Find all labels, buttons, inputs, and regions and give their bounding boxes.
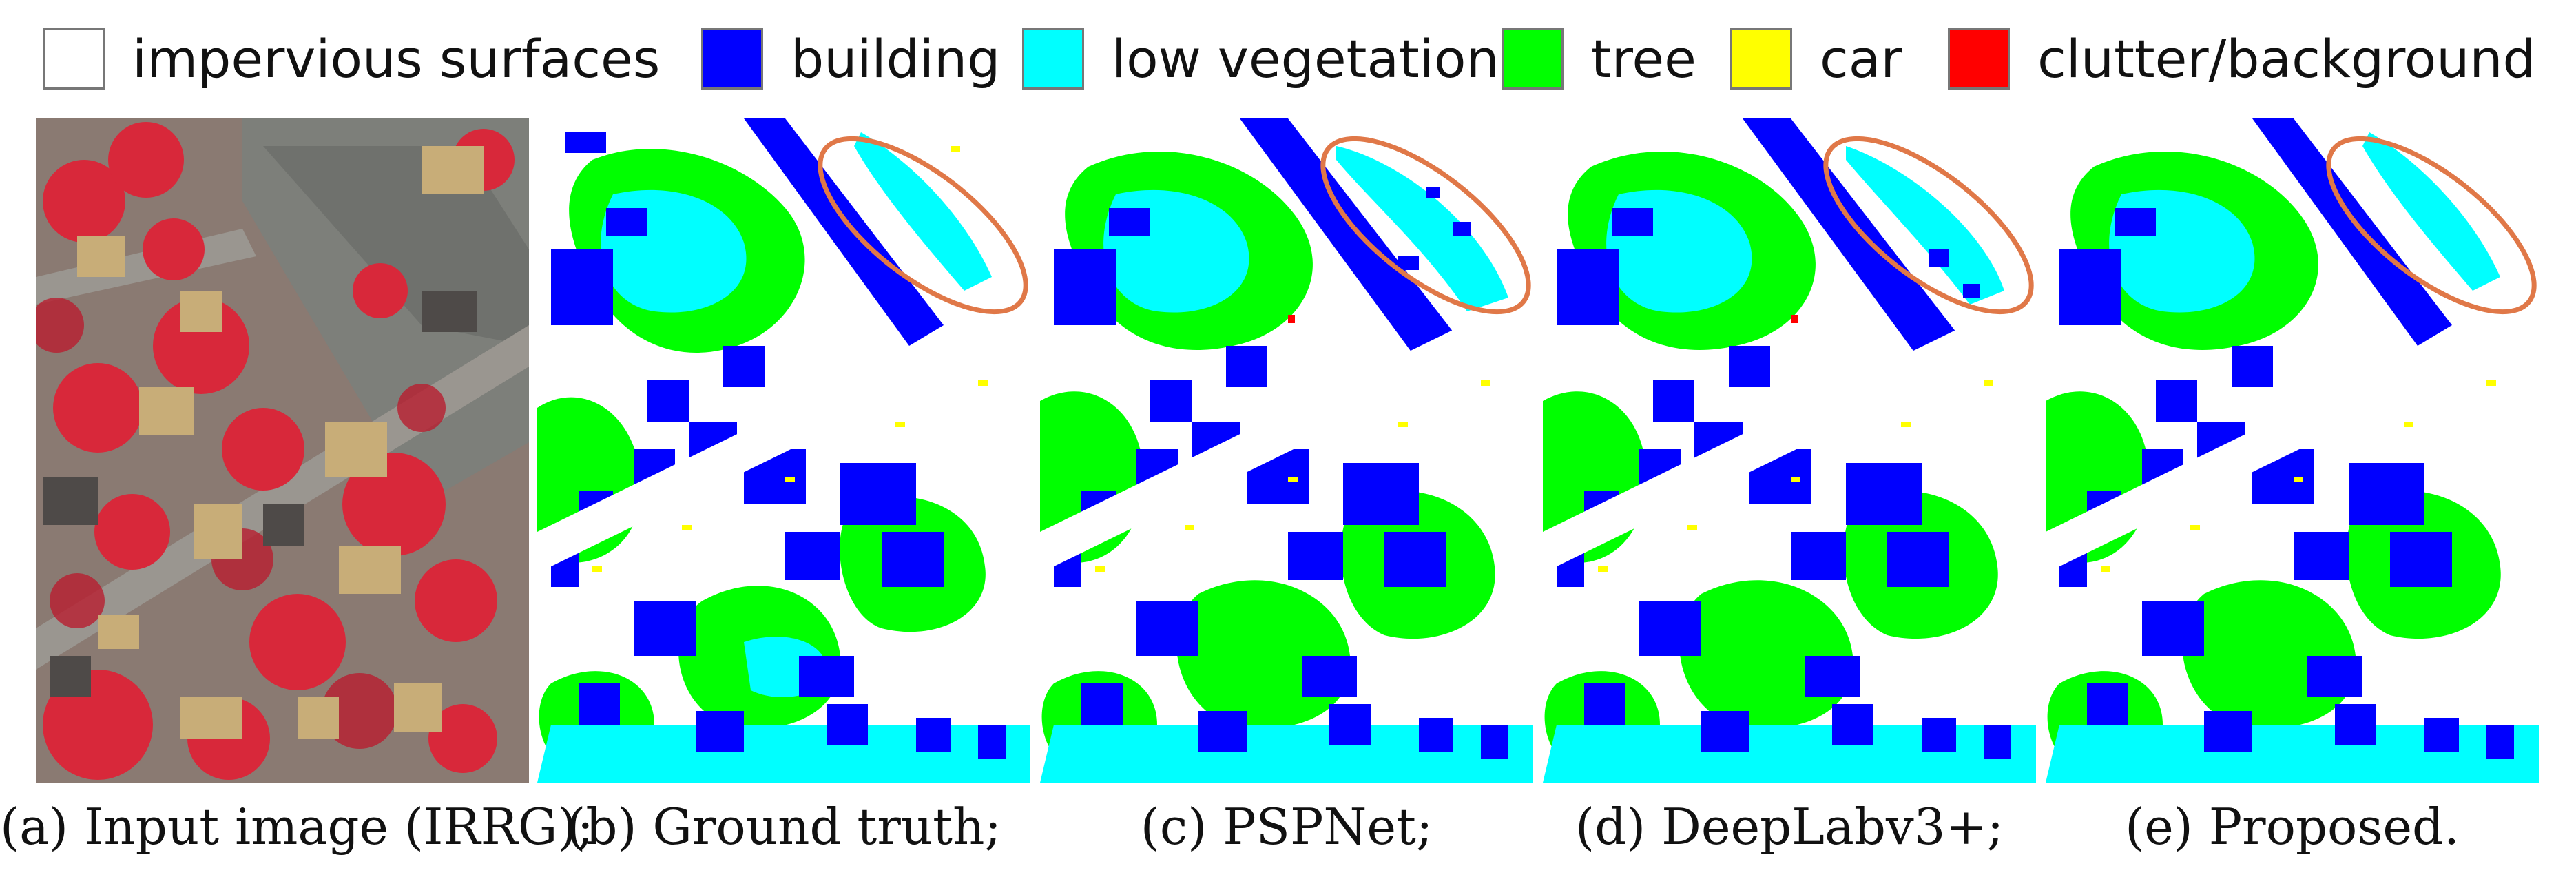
caption-ground-truth: (b) Ground truth; — [566, 798, 1001, 856]
caption-pspnet: (c) PSPNet; — [1140, 798, 1433, 856]
legend-label: car — [1820, 28, 1902, 90]
legend-item-tree: tree — [1502, 28, 1696, 90]
legend-label: low vegetation — [1112, 28, 1499, 90]
segmentation-deeplabv3plus — [1543, 118, 2036, 783]
segmentation-proposed — [2046, 118, 2539, 783]
caption-input-image: (a) Input image (IRRG); — [0, 798, 594, 856]
legend-swatch — [701, 28, 763, 90]
caption-deeplabv3plus: (d) DeepLabv3+; — [1575, 798, 2004, 856]
segmentation-ground-truth — [537, 118, 1030, 783]
class-legend: impervious surfaces building low vegetat… — [0, 0, 2576, 110]
highlight-ellipse — [1320, 136, 1531, 315]
legend-swatch — [1502, 28, 1564, 90]
legend-swatch — [1948, 28, 2010, 90]
legend-item-building: building — [701, 28, 1000, 90]
highlight-ellipse — [1823, 136, 2034, 315]
legend-swatch — [1022, 28, 1084, 90]
legend-label: tree — [1591, 28, 1696, 90]
segmentation-pspnet — [1040, 118, 1533, 783]
input-image-irrg — [36, 118, 529, 783]
highlight-ellipse — [2326, 136, 2537, 315]
legend-item-clutter-background: clutter/background — [1948, 28, 2536, 90]
legend-item-car: car — [1730, 28, 1902, 90]
legend-label: building — [791, 28, 1001, 90]
legend-item-impervious-surfaces: impervious surfaces — [43, 28, 660, 90]
highlight-ellipse — [818, 136, 1028, 315]
legend-item-low-vegetation: low vegetation — [1022, 28, 1499, 90]
legend-swatch — [43, 28, 105, 90]
legend-swatch — [1730, 28, 1792, 90]
caption-proposed: (e) Proposed. — [2125, 798, 2460, 856]
legend-label: clutter/background — [2037, 28, 2536, 90]
legend-label: impervious surfaces — [132, 28, 661, 90]
